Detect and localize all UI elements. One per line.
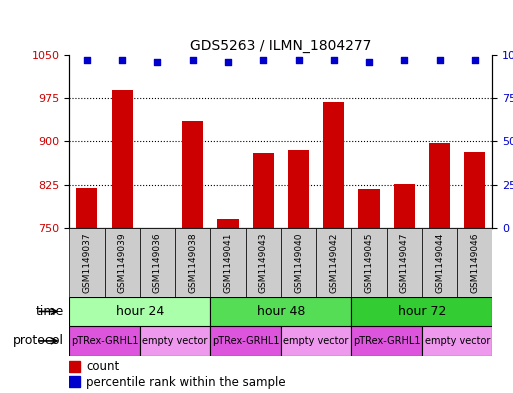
Point bbox=[365, 59, 373, 65]
Text: percentile rank within the sample: percentile rank within the sample bbox=[86, 376, 286, 389]
Text: GSM1149041: GSM1149041 bbox=[224, 232, 232, 292]
Bar bbox=[288, 150, 309, 228]
Text: GSM1149042: GSM1149042 bbox=[329, 232, 338, 292]
Point bbox=[400, 57, 408, 63]
Text: GSM1149036: GSM1149036 bbox=[153, 232, 162, 293]
Text: pTRex-GRHL1: pTRex-GRHL1 bbox=[353, 336, 421, 346]
Bar bbox=[76, 187, 97, 228]
Bar bbox=[281, 326, 351, 356]
Bar bbox=[281, 228, 316, 297]
Text: protocol: protocol bbox=[13, 334, 64, 347]
Bar bbox=[387, 228, 422, 297]
Text: empty vector: empty vector bbox=[143, 336, 208, 346]
Bar bbox=[69, 376, 80, 387]
Point bbox=[224, 59, 232, 65]
Text: pTRex-GRHL1: pTRex-GRHL1 bbox=[212, 336, 280, 346]
Point bbox=[294, 57, 303, 63]
Text: GSM1149038: GSM1149038 bbox=[188, 232, 197, 293]
Bar bbox=[351, 228, 387, 297]
Point bbox=[259, 57, 267, 63]
Bar bbox=[140, 326, 210, 356]
Bar bbox=[351, 297, 492, 326]
Bar bbox=[218, 219, 239, 228]
Point bbox=[189, 57, 197, 63]
Bar bbox=[210, 326, 281, 356]
Bar bbox=[323, 102, 344, 228]
Text: GSM1149046: GSM1149046 bbox=[470, 232, 479, 292]
Point bbox=[330, 57, 338, 63]
Bar bbox=[210, 228, 246, 297]
Text: GSM1149040: GSM1149040 bbox=[294, 232, 303, 292]
Bar bbox=[429, 143, 450, 228]
Text: GSM1149043: GSM1149043 bbox=[259, 232, 268, 292]
Point bbox=[153, 59, 162, 65]
Bar bbox=[316, 228, 351, 297]
Bar bbox=[210, 297, 351, 326]
Text: hour 24: hour 24 bbox=[115, 305, 164, 318]
Bar bbox=[422, 228, 457, 297]
Text: GSM1149039: GSM1149039 bbox=[117, 232, 127, 293]
Text: GSM1149037: GSM1149037 bbox=[83, 232, 91, 293]
Text: GSM1149047: GSM1149047 bbox=[400, 232, 409, 292]
Bar bbox=[246, 228, 281, 297]
Text: pTRex-GRHL1: pTRex-GRHL1 bbox=[71, 336, 139, 346]
Bar bbox=[69, 361, 80, 372]
Bar bbox=[182, 121, 203, 228]
Text: time: time bbox=[36, 305, 64, 318]
Bar bbox=[69, 326, 140, 356]
Bar bbox=[393, 184, 415, 228]
FancyArrowPatch shape bbox=[39, 338, 57, 344]
Point bbox=[118, 57, 126, 63]
Text: empty vector: empty vector bbox=[425, 336, 490, 346]
Bar bbox=[359, 189, 380, 228]
FancyArrowPatch shape bbox=[39, 309, 57, 314]
Text: hour 48: hour 48 bbox=[256, 305, 305, 318]
Text: GSM1149045: GSM1149045 bbox=[365, 232, 373, 292]
Bar bbox=[252, 153, 274, 228]
Title: GDS5263 / ILMN_1804277: GDS5263 / ILMN_1804277 bbox=[190, 39, 371, 53]
Text: GSM1149044: GSM1149044 bbox=[435, 232, 444, 292]
Text: empty vector: empty vector bbox=[284, 336, 349, 346]
Bar bbox=[457, 228, 492, 297]
Bar bbox=[69, 297, 210, 326]
Bar bbox=[111, 90, 133, 228]
Text: count: count bbox=[86, 360, 120, 373]
Bar bbox=[69, 228, 105, 297]
Point bbox=[83, 57, 91, 63]
Point bbox=[436, 57, 444, 63]
Bar bbox=[140, 228, 175, 297]
Bar bbox=[422, 326, 492, 356]
Bar bbox=[464, 152, 485, 228]
Bar bbox=[351, 326, 422, 356]
Text: hour 72: hour 72 bbox=[398, 305, 446, 318]
Bar bbox=[175, 228, 210, 297]
Bar bbox=[105, 228, 140, 297]
Point bbox=[471, 57, 479, 63]
